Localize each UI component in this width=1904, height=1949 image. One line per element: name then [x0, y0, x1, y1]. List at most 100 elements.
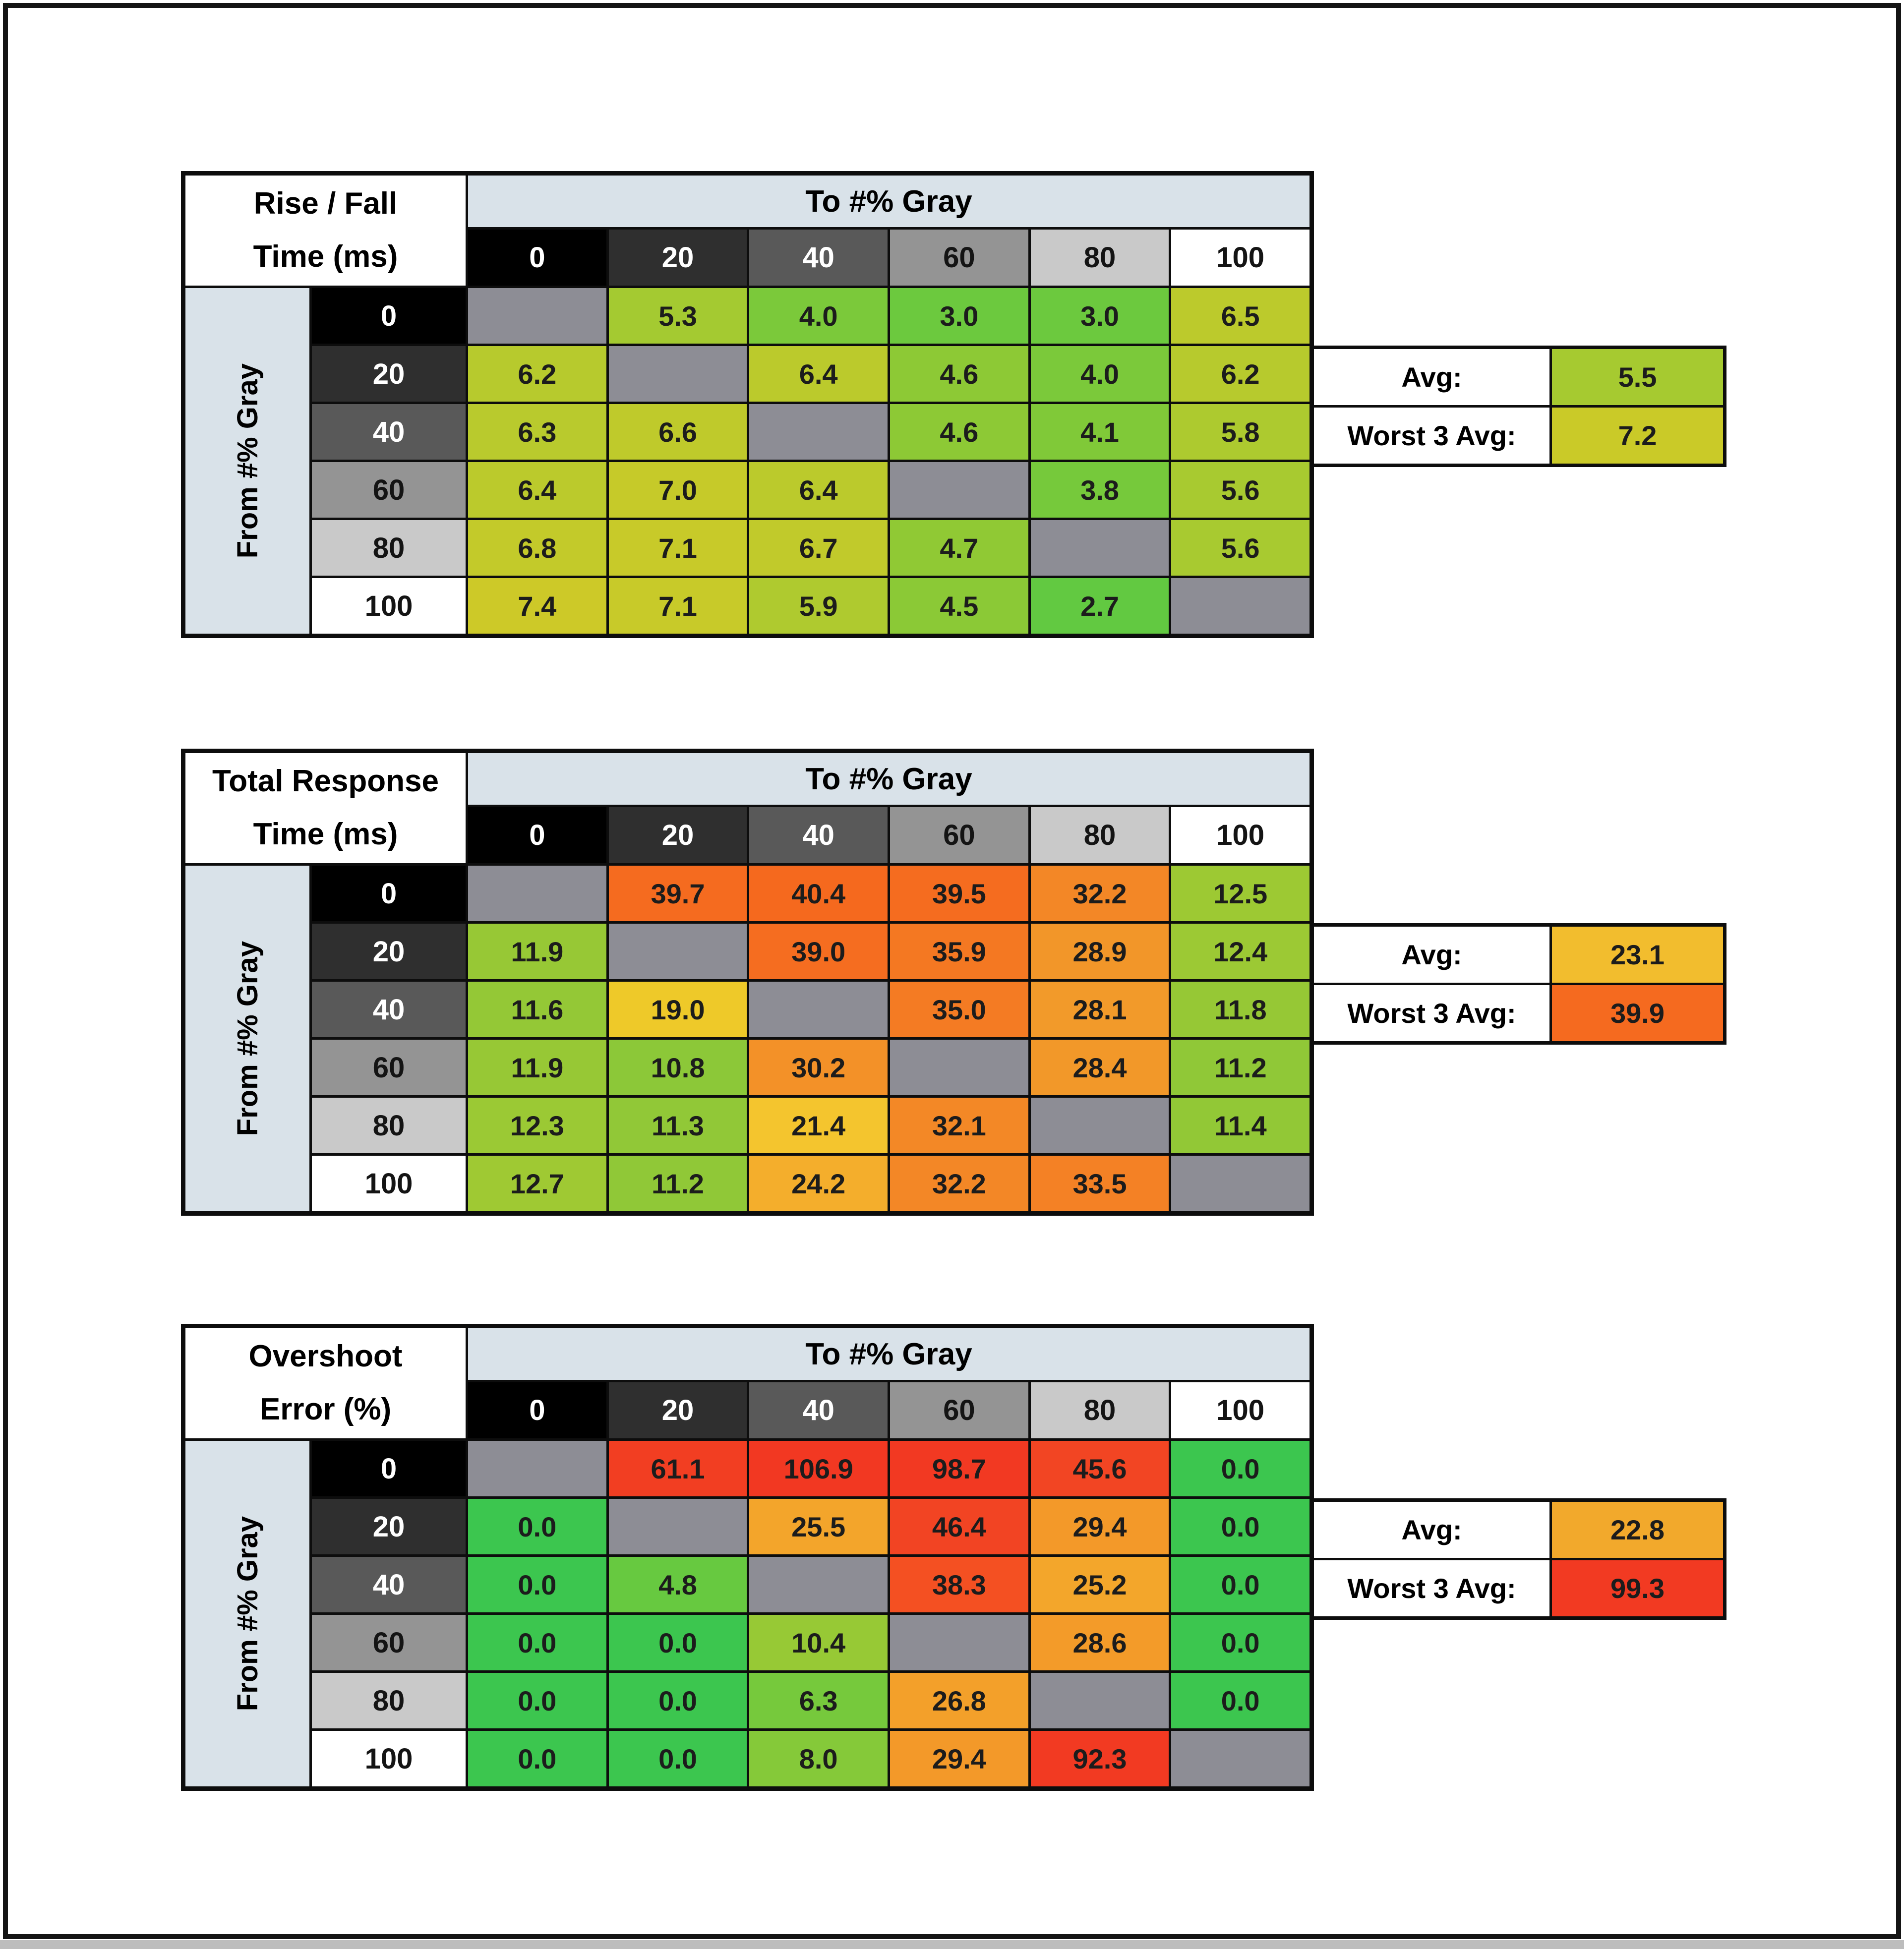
overshoot-heatmap-table: Overshoot Error (%) To #% Gray From #% G… [181, 1324, 1314, 1791]
row-header-80: 80 [312, 1673, 466, 1728]
data-cell: 26.8 [890, 1673, 1028, 1728]
data-cell: 10.4 [749, 1615, 888, 1670]
table-title-line2: Error (%) [259, 1392, 392, 1426]
data-cell: 10.8 [608, 1040, 747, 1095]
data-cell: 2.7 [1030, 578, 1169, 634]
diagonal-cell [1030, 1098, 1169, 1153]
data-cell: 0.0 [468, 1499, 606, 1554]
data-cell: 12.7 [468, 1156, 606, 1211]
col-header-0: 0 [468, 807, 606, 863]
data-cell: 6.2 [468, 346, 606, 402]
col-header-60: 60 [890, 1382, 1028, 1438]
diagonal-cell [608, 346, 747, 402]
data-cell: 28.1 [1030, 982, 1169, 1037]
row-axis-label: From #% Gray [231, 363, 264, 559]
col-header-40: 40 [749, 807, 888, 863]
data-cell: 4.8 [608, 1557, 747, 1612]
avg-label: Avg: [1314, 1502, 1549, 1558]
data-cell: 7.1 [608, 578, 747, 634]
avg-value: 5.5 [1552, 349, 1723, 405]
diagonal-cell [749, 404, 888, 460]
data-cell: 39.7 [608, 866, 747, 921]
row-header-100: 100 [312, 1156, 466, 1211]
col-header-100: 100 [1171, 230, 1309, 286]
col-header-60: 60 [890, 807, 1028, 863]
row-header-60: 60 [312, 462, 466, 518]
data-cell: 5.8 [1171, 404, 1309, 460]
diagonal-cell [890, 1040, 1028, 1095]
data-cell: 38.3 [890, 1557, 1028, 1612]
data-cell: 0.0 [468, 1557, 606, 1612]
data-cell: 6.3 [749, 1673, 888, 1728]
data-cell: 0.0 [1171, 1673, 1309, 1728]
table-title-line1: Rise / Fall [253, 186, 398, 221]
data-cell: 11.9 [468, 1040, 606, 1095]
row-header-40: 40 [312, 982, 466, 1037]
data-cell: 0.0 [608, 1731, 747, 1786]
table-title-line2: Time (ms) [253, 817, 398, 851]
data-cell: 6.5 [1171, 288, 1309, 344]
diagonal-cell [608, 1499, 747, 1554]
col-axis-label: To #% Gray [468, 1328, 1309, 1380]
table-title-line2: Time (ms) [253, 239, 398, 274]
col-header-20: 20 [608, 807, 747, 863]
table-title: Total Response Time (ms) [185, 753, 466, 863]
col-header-20: 20 [608, 1382, 747, 1438]
col-header-40: 40 [749, 1382, 888, 1438]
table-title: Rise / Fall Time (ms) [185, 176, 466, 286]
data-cell: 30.2 [749, 1040, 888, 1095]
data-cell: 40.4 [749, 866, 888, 921]
window-bottom-edge [0, 1940, 1904, 1949]
worst3-avg-label: Worst 3 Avg: [1314, 408, 1549, 464]
data-cell: 0.0 [468, 1673, 606, 1728]
worst3-avg-label: Worst 3 Avg: [1314, 985, 1549, 1041]
data-cell: 12.5 [1171, 866, 1309, 921]
data-cell: 45.6 [1030, 1441, 1169, 1496]
diagonal-cell [1171, 1156, 1309, 1211]
data-cell: 0.0 [468, 1731, 606, 1786]
avg-label: Avg: [1314, 927, 1549, 983]
data-cell: 92.3 [1030, 1731, 1169, 1786]
data-cell: 8.0 [749, 1731, 888, 1786]
data-cell: 5.3 [608, 288, 747, 344]
data-cell: 3.0 [1030, 288, 1169, 344]
data-cell: 24.2 [749, 1156, 888, 1211]
table-title: Overshoot Error (%) [185, 1328, 466, 1438]
diagonal-cell [468, 288, 606, 344]
data-cell: 39.5 [890, 866, 1028, 921]
data-cell: 32.1 [890, 1098, 1028, 1153]
diagonal-cell [1171, 578, 1309, 634]
table-title-line1: Overshoot [248, 1339, 403, 1374]
diagonal-cell [608, 924, 747, 979]
data-cell: 4.0 [749, 288, 888, 344]
page-border-frame [3, 3, 1901, 1939]
col-header-80: 80 [1030, 230, 1169, 286]
data-cell: 11.4 [1171, 1098, 1309, 1153]
data-cell: 11.6 [468, 982, 606, 1037]
data-cell: 28.4 [1030, 1040, 1169, 1095]
row-header-0: 0 [312, 1441, 466, 1496]
data-cell: 7.0 [608, 462, 747, 518]
data-cell: 29.4 [1030, 1499, 1169, 1554]
data-cell: 5.6 [1171, 520, 1309, 576]
diagonal-cell [468, 866, 606, 921]
data-cell: 6.2 [1171, 346, 1309, 402]
col-header-100: 100 [1171, 1382, 1309, 1438]
data-cell: 0.0 [1171, 1557, 1309, 1612]
rise-fall-heatmap-table: Rise / Fall Time (ms) To #% Gray From #%… [181, 171, 1314, 638]
data-cell: 39.0 [749, 924, 888, 979]
col-axis-label: To #% Gray [468, 753, 1309, 805]
data-cell: 6.4 [749, 346, 888, 402]
row-header-100: 100 [312, 578, 466, 634]
diagonal-cell [468, 1441, 606, 1496]
diagonal-cell [890, 1615, 1028, 1670]
data-cell: 4.6 [890, 346, 1028, 402]
row-header-0: 0 [312, 866, 466, 921]
data-cell: 7.1 [608, 520, 747, 576]
data-cell: 35.0 [890, 982, 1028, 1037]
row-axis-label-band: From #% Gray [185, 288, 309, 634]
data-cell: 6.4 [749, 462, 888, 518]
row-header-20: 20 [312, 1499, 466, 1554]
data-cell: 6.7 [749, 520, 888, 576]
data-cell: 5.9 [749, 578, 888, 634]
